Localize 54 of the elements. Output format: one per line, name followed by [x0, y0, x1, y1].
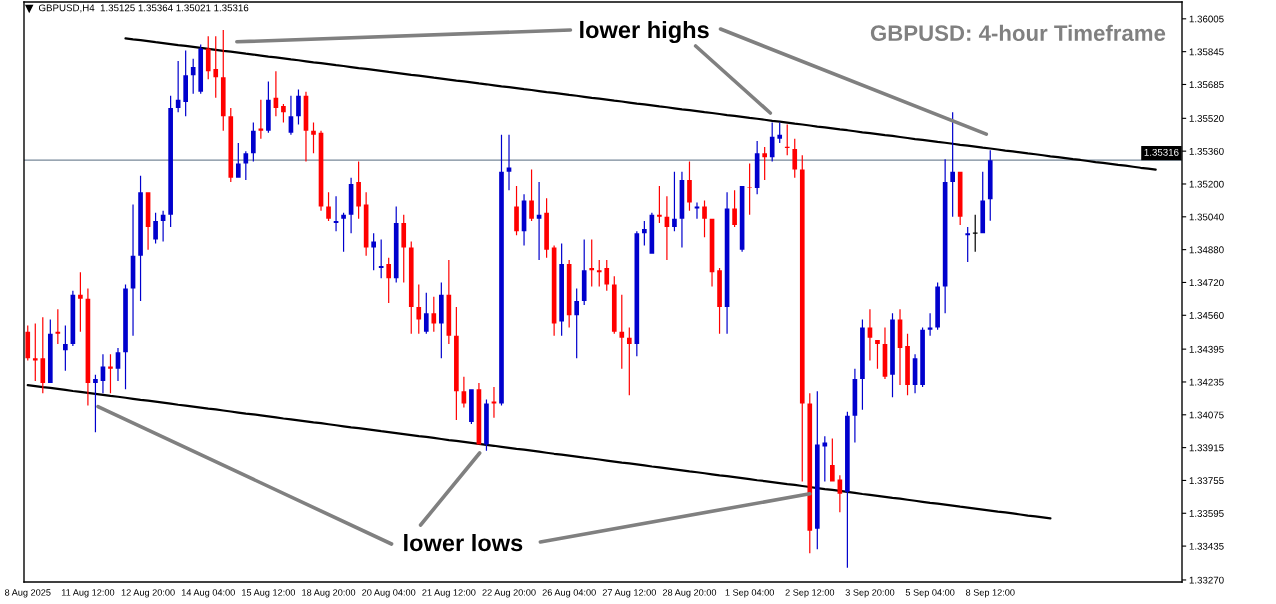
- y-tick-label: 1.35200: [1189, 180, 1224, 188]
- y-tick-label: 1.35040: [1189, 213, 1224, 221]
- x-tick-label: 15 Aug 12:00: [242, 589, 296, 598]
- y-tick-label: 1.33595: [1189, 510, 1224, 517]
- y-tick-label: 1.35520: [1189, 115, 1224, 122]
- x-tick-label: 8 Aug 2025: [4, 589, 51, 598]
- y-tick-label: 1.35360: [1189, 147, 1224, 155]
- x-tick-label: 8 Sep 12:00: [965, 589, 1015, 598]
- chart-subtitle: GBPUSD,H4 1.35125 1.35364 1.35021 1.35316: [38, 4, 249, 13]
- x-tick-label: 22 Aug 20:00: [482, 589, 536, 598]
- candlestick: [288, 95, 294, 135]
- x-tick-label: 14 Aug 04:00: [181, 589, 235, 598]
- y-tick-label: 1.33755: [1189, 477, 1224, 485]
- candlestick: [927, 313, 933, 336]
- x-tick-label: 1 Sep 04:00: [725, 589, 774, 598]
- candlestick: [491, 387, 497, 418]
- x-tick-label: 11 Aug 12:00: [61, 589, 115, 598]
- y-tick-label: 1.34395: [1189, 345, 1224, 353]
- candlestick: [694, 202, 700, 219]
- candlestick: [536, 181, 542, 260]
- y-tick-label: 1.35685: [1189, 81, 1224, 89]
- candlestick: [664, 196, 670, 260]
- x-tick-label: 2 Sep 12:00: [785, 589, 835, 598]
- candlestick: [867, 309, 873, 361]
- x-tick-label: 3 Sep 20:00: [845, 589, 895, 598]
- x-tick-label: 12 Aug 20:00: [121, 589, 175, 598]
- candlestick: [897, 309, 903, 386]
- line-series: [26, 383, 1052, 520]
- y-tick-label: 1.34720: [1189, 279, 1224, 287]
- y-tick-label: 1.34560: [1189, 312, 1224, 319]
- candlestick: [100, 354, 106, 394]
- annotation: lower lows: [404, 533, 523, 552]
- x-tick-label: 5 Sep 04:00: [905, 589, 955, 598]
- annotation: lower highs: [580, 20, 709, 44]
- text: GBPUSD: 4-hour Timeframe: [870, 24, 1166, 42]
- y-tick-label: 1.36005: [1189, 15, 1224, 23]
- ref-line-label: 1.35316: [1144, 148, 1179, 156]
- x-tick-label: 28 Aug 20:00: [662, 589, 717, 598]
- x-tick-label: 18 Aug 20:00: [302, 589, 356, 598]
- candlestick: [273, 71, 279, 117]
- y-tick-label: 1.33915: [1189, 444, 1224, 452]
- x-tick-label: 27 Aug 12:00: [602, 589, 656, 598]
- y-tick-label: 1.33435: [1189, 542, 1224, 550]
- y-tick-label: 1.34075: [1189, 411, 1224, 419]
- y-tick-label: 1.35845: [1189, 48, 1224, 56]
- candlestick: [333, 196, 339, 232]
- y-tick-label: 1.33270: [1189, 576, 1224, 584]
- y-tick-label: 1.34235: [1189, 378, 1224, 386]
- x-tick-label: 20 Aug 04:00: [362, 589, 416, 598]
- y-tick-label: 1.34880: [1189, 246, 1224, 254]
- candlestick: [130, 204, 136, 336]
- candlestick: [506, 134, 512, 191]
- x-tick-label: 21 Aug 12:00: [422, 589, 476, 598]
- x-tick-label: 26 Aug 04:00: [542, 589, 596, 598]
